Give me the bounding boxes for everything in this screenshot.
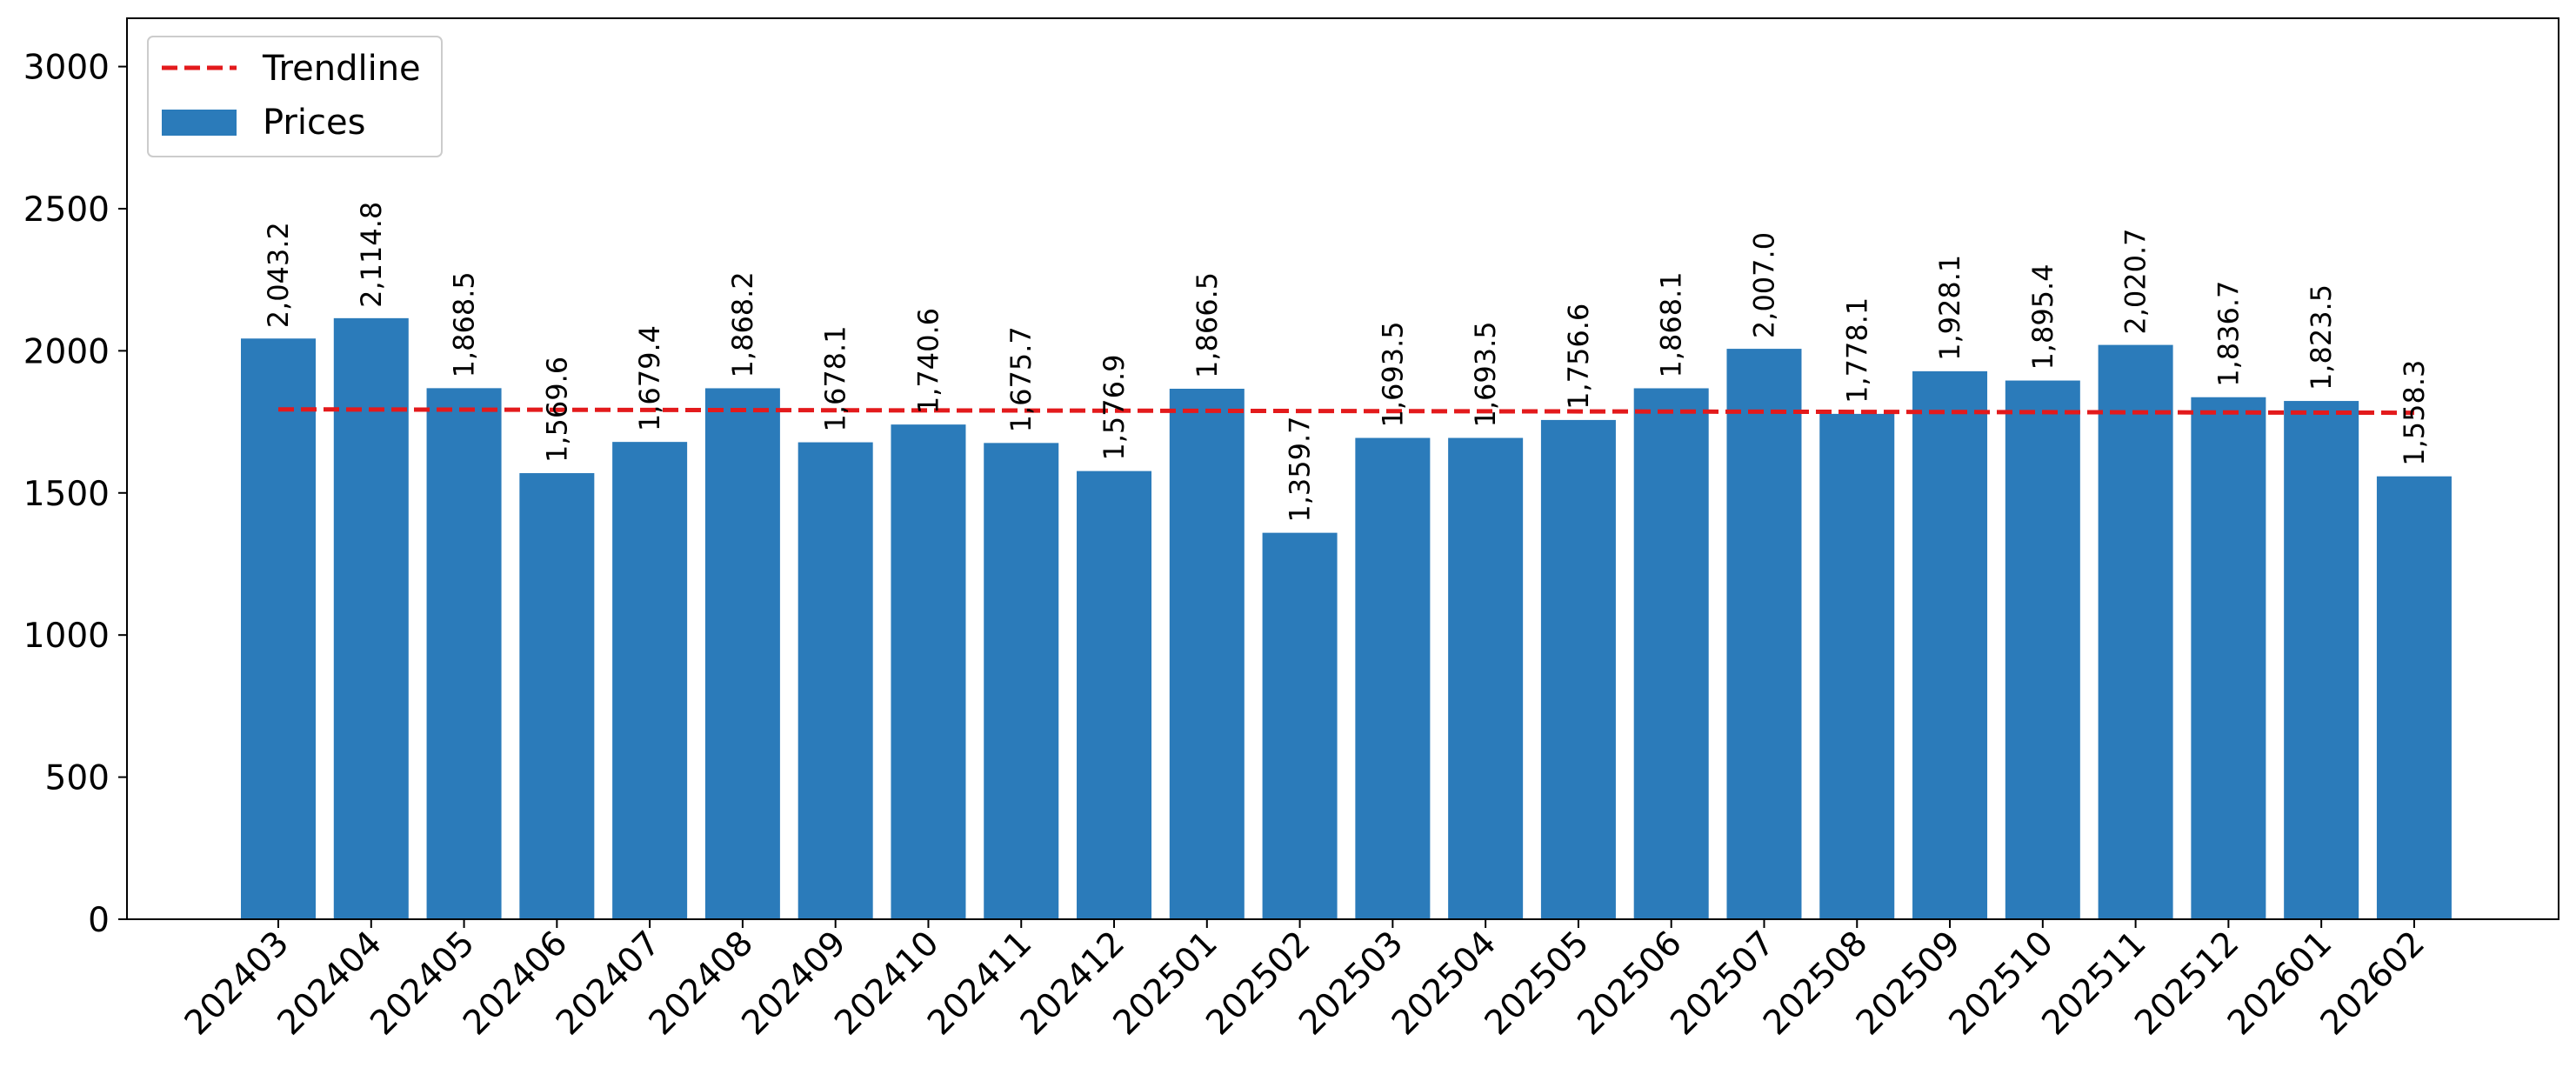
bar-value-label: 1,928.1: [1933, 255, 1966, 361]
bar-202405: [426, 388, 502, 919]
bar-202403: [241, 338, 316, 919]
bar-202407: [612, 442, 688, 919]
x-tick-label: 202502: [1199, 924, 1318, 1043]
bar-value-label: 2,114.8: [355, 202, 388, 308]
bar-value-label: 1,836.7: [2212, 281, 2245, 387]
bar-202511: [2098, 344, 2173, 919]
bar-202504: [1448, 437, 1524, 920]
bars-group: [241, 317, 2452, 920]
bar-202502: [1262, 532, 1338, 919]
bar-value-label: 1,569.6: [540, 357, 573, 463]
y-tick-label: 2500: [23, 190, 110, 230]
x-tick-label: 202503: [1291, 924, 1411, 1043]
bar-202512: [2191, 397, 2266, 919]
bar-202510: [2005, 380, 2080, 919]
x-tick-label: 202406: [456, 924, 575, 1043]
bar-202406: [519, 473, 595, 919]
bar-value-label: 2,020.7: [2119, 228, 2152, 334]
bar-202410: [891, 424, 966, 919]
bar-value-label: 1,678.1: [819, 325, 852, 431]
x-tick-label: 202407: [549, 924, 668, 1043]
x-tick-label: 202409: [735, 924, 854, 1043]
bar-value-label: 1,740.6: [911, 308, 944, 414]
bar-value-label: 1,868.1: [1655, 271, 1688, 377]
bar-value-label: 1,895.4: [2026, 264, 2059, 370]
legend: Trendline Prices: [147, 36, 443, 157]
x-tick-label: 202412: [1013, 924, 1132, 1043]
bar-202411: [984, 443, 1059, 919]
y-axis: 0 500 1000 1500 2000 2500 3000: [23, 49, 127, 940]
bar-value-label: 1,778.1: [1840, 297, 1873, 404]
bar-value-label: 1,359.7: [1284, 416, 1317, 522]
x-tick-label: 202602: [2313, 924, 2433, 1043]
x-tick-label: 202410: [827, 924, 946, 1043]
x-tick-label: 202501: [1106, 924, 1225, 1043]
x-tick-label: 202512: [2127, 924, 2246, 1043]
legend-trendline-label: Trendline: [262, 49, 421, 89]
legend-prices-label: Prices: [263, 103, 365, 143]
bar-202409: [797, 442, 873, 920]
bar-202508: [1819, 413, 1895, 920]
x-tick-label: 202509: [1849, 924, 1968, 1043]
x-tick-label: 202405: [364, 924, 483, 1043]
x-tick-label: 202504: [1385, 924, 1504, 1043]
x-tick-label: 202404: [270, 924, 390, 1043]
bar-value-label: 2,043.2: [262, 222, 295, 328]
x-tick-label: 202507: [1663, 924, 1782, 1043]
bar-202507: [1726, 349, 1802, 919]
bar-202408: [704, 388, 780, 920]
x-tick-label: 202411: [920, 924, 1039, 1043]
y-tick-label: 500: [45, 759, 110, 798]
x-tick-label: 202601: [2220, 924, 2339, 1043]
plot-frame: [126, 17, 2559, 920]
bar-202602: [2376, 476, 2452, 919]
x-tick-label: 202506: [1571, 924, 1690, 1043]
x-tick-label: 202408: [642, 924, 761, 1043]
bar-202506: [1633, 388, 1709, 919]
bar-202404: [333, 317, 409, 919]
bar-value-label: 1,675.7: [1004, 326, 1038, 432]
trendline: [277, 407, 2414, 416]
bar-value-label: 1,868.5: [448, 271, 481, 377]
bar-value-label: 1,693.5: [1376, 321, 1409, 427]
legend-prices-swatch: [162, 110, 237, 136]
x-tick-label: 202510: [1942, 924, 2061, 1043]
x-tick-label: 202511: [2035, 924, 2154, 1043]
bar-value-label: 2,007.0: [1747, 232, 1780, 338]
y-tick-label: 1500: [23, 475, 110, 514]
y-tick-label: 3000: [23, 49, 110, 88]
bar-value-label: 1,679.4: [633, 325, 666, 431]
bar-value-label: 1,576.9: [1098, 355, 1131, 461]
trendline-group: [277, 407, 2414, 416]
y-tick-label: 2000: [23, 332, 110, 371]
x-axis: 2024032024042024052024062024072024082024…: [177, 919, 2433, 1043]
bar-value-label: 1,866.5: [1191, 272, 1224, 378]
bar-202601: [2284, 401, 2359, 919]
bar-value-label: 1,558.3: [2398, 360, 2431, 466]
bar-labels-group: 2,043.2 2,114.8 1,868.5 1,569.6 1,679.4 1,868…: [262, 202, 2431, 523]
bar-202503: [1355, 437, 1431, 920]
bar-202412: [1077, 470, 1152, 919]
bar-value-label: 1,756.6: [1562, 304, 1595, 410]
x-tick-label: 202508: [1756, 924, 1875, 1043]
bar-202501: [1169, 389, 1245, 919]
bar-value-label: 1,693.5: [1469, 321, 1502, 427]
bar-202505: [1540, 419, 1616, 920]
bar-202509: [1912, 370, 1988, 920]
bar-value-label: 1,823.5: [2305, 284, 2338, 390]
x-tick-label: 202403: [177, 924, 297, 1043]
y-tick-label: 0: [88, 901, 110, 940]
y-tick-label: 1000: [23, 617, 110, 656]
bar-value-label: 1,868.2: [726, 271, 759, 377]
x-tick-label: 202505: [1478, 924, 1597, 1043]
